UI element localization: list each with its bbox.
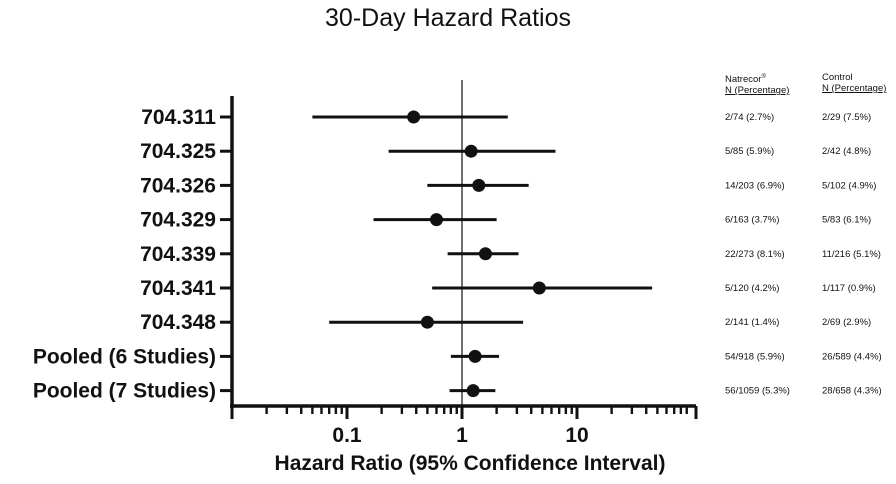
natrecor-column-header: Natrecor® N (Percentage) xyxy=(725,72,789,96)
control-value: 5/83 (6.1%) xyxy=(822,215,871,226)
x-axis-label: Hazard Ratio (95% Confidence Interval) xyxy=(274,452,666,475)
hazard-ratio-point xyxy=(532,281,546,295)
control-value: 28/658 (4.3%) xyxy=(822,386,882,397)
row-label: Pooled (6 Studies) xyxy=(33,345,216,368)
control-value: 2/29 (7.5%) xyxy=(822,112,871,123)
control-value: 5/102 (4.9%) xyxy=(822,180,876,191)
control-value: 11/216 (5.1%) xyxy=(822,249,881,260)
hazard-ratio-point xyxy=(478,247,492,261)
row-label: 704.348 xyxy=(140,311,216,334)
row-label: Pooled (7 Studies) xyxy=(33,380,216,403)
natrecor-value: 5/120 (4.2%) xyxy=(725,283,779,294)
x-tick-label: 10 xyxy=(565,424,588,447)
natrecor-value: 6/163 (3.7%) xyxy=(725,215,779,226)
natrecor-value: 5/85 (5.9%) xyxy=(725,146,774,157)
registered-mark: ® xyxy=(761,74,766,80)
row-label: 704.329 xyxy=(140,209,216,232)
hazard-ratio-point xyxy=(466,384,480,398)
row-label: 704.341 xyxy=(140,277,216,300)
natrecor-value: 14/203 (6.9%) xyxy=(725,180,785,191)
natrecor-header-name: Natrecor xyxy=(725,74,762,86)
hazard-ratio-point xyxy=(407,110,421,124)
hazard-ratio-point xyxy=(472,178,486,192)
control-header-name: Control xyxy=(822,72,853,83)
natrecor-header-sub: N (Percentage) xyxy=(725,85,790,97)
hazard-ratio-point xyxy=(468,349,482,363)
control-column-header: Control N (Percentage) xyxy=(822,72,886,94)
row-label: 704.326 xyxy=(140,174,216,197)
row-label: 704.325 xyxy=(140,140,216,163)
control-header-sub: N (Percentage) xyxy=(822,83,887,94)
x-tick-label: 0.1 xyxy=(332,424,362,447)
control-value: 26/589 (4.4%) xyxy=(822,351,882,362)
natrecor-value: 54/918 (5.9%) xyxy=(725,351,785,362)
control-value: 2/42 (4.8%) xyxy=(822,146,871,157)
chart-title: 30-Day Hazard Ratios xyxy=(325,4,571,32)
natrecor-value: 2/141 (1.4%) xyxy=(725,317,779,328)
natrecor-value: 56/1059 (5.3%) xyxy=(725,386,790,397)
natrecor-value: 2/74 (2.7%) xyxy=(725,112,774,123)
hazard-ratio-point xyxy=(420,315,434,329)
control-value: 2/69 (2.9%) xyxy=(822,317,871,328)
natrecor-value: 22/273 (8.1%) xyxy=(725,249,785,260)
row-label: 704.311 xyxy=(141,106,216,129)
row-label: 704.339 xyxy=(140,243,216,266)
hazard-ratio-point xyxy=(464,144,478,158)
control-value: 1/117 (0.9%) xyxy=(822,283,876,294)
hazard-ratio-point xyxy=(429,213,443,227)
x-tick-label: 1 xyxy=(456,424,468,447)
